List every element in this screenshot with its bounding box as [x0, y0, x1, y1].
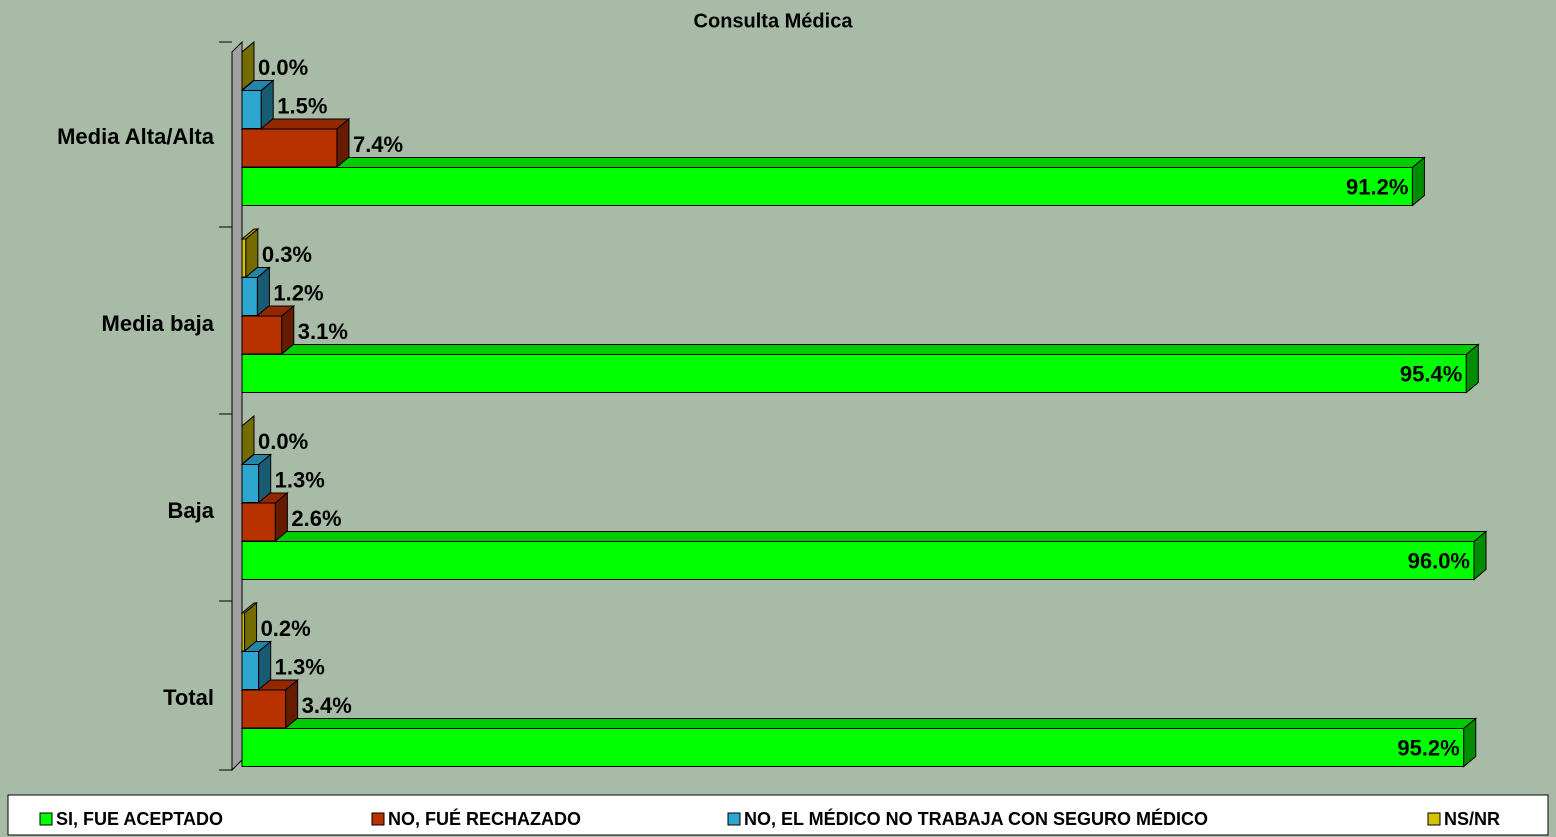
bar: [240, 678, 300, 730]
bar: [240, 717, 1478, 768]
bar-front: [241, 90, 262, 129]
bar: [240, 640, 273, 691]
bar-side: [258, 640, 272, 691]
data-label: 1.2%: [273, 280, 323, 305]
legend-label: NO, FUÉ RECHAZADO: [388, 808, 581, 829]
bar-front: [241, 502, 276, 542]
bar-top: [240, 157, 1426, 168]
legend-swatch: [727, 812, 741, 826]
bar-side: [256, 266, 270, 317]
legend-label: NO, EL MÉDICO NO TRABAJA CON SEGURO MÉDI…: [744, 808, 1208, 829]
bar-front: [241, 167, 1413, 206]
legend-box: [7, 794, 1549, 836]
bar-side: [245, 227, 259, 279]
bar: [240, 227, 260, 279]
bar-front: [241, 315, 283, 355]
data-label: 7.4%: [353, 132, 403, 157]
bar: [240, 304, 296, 356]
bar-side: [1473, 530, 1487, 581]
data-label: 95.4%: [1400, 361, 1462, 386]
legend-swatch: [371, 812, 385, 826]
data-label: 1.3%: [275, 467, 325, 492]
category-label: Media baja: [102, 311, 215, 336]
bar-top: [240, 531, 1488, 542]
data-label: 2.6%: [291, 506, 341, 531]
bar: [240, 530, 1488, 581]
bar-side: [274, 491, 288, 543]
bar-front: [241, 128, 338, 168]
category-label: Baja: [168, 498, 215, 523]
bar-front: [241, 354, 1467, 393]
data-label: 3.4%: [302, 693, 352, 718]
bar-side: [281, 304, 295, 356]
bar: [240, 343, 1480, 394]
bar-front: [241, 277, 258, 316]
bar: [241, 414, 255, 466]
bar-side: [244, 601, 258, 653]
bar-front: [241, 728, 1465, 767]
category-label: Total: [163, 685, 214, 710]
bar: [240, 156, 1426, 207]
bar-side: [336, 117, 350, 169]
bar-side: [1463, 717, 1477, 768]
legend-label: NS/NR: [1444, 809, 1500, 829]
bar: [240, 79, 275, 130]
bar: [240, 601, 258, 653]
data-label: 95.2%: [1397, 735, 1459, 760]
category-label: Media Alta/Alta: [57, 124, 215, 149]
legend-label: SI, FUE ACEPTADO: [56, 809, 223, 829]
bar-front: [241, 689, 287, 729]
bar-front: [241, 541, 1475, 580]
data-label: 0.3%: [262, 242, 312, 267]
data-label: 96.0%: [1408, 548, 1470, 573]
bar: [240, 266, 271, 317]
bar-top: [240, 344, 1480, 355]
bar-side: [1411, 156, 1425, 207]
axis-wall: [231, 40, 243, 772]
legend-swatch: [1427, 812, 1441, 826]
data-label: 91.2%: [1346, 174, 1408, 199]
legend-swatch: [39, 812, 53, 826]
bar-front: [241, 238, 247, 278]
bar-top: [240, 718, 1478, 729]
bar: [240, 117, 351, 169]
bar-side: [241, 40, 255, 92]
bar-side: [285, 678, 299, 730]
bar-side: [241, 414, 255, 466]
chart-title: Consulta Médica: [694, 10, 854, 32]
bar-side: [260, 79, 274, 130]
data-label: 0.2%: [261, 616, 311, 641]
data-label: 0.0%: [258, 429, 308, 454]
data-label: 3.1%: [298, 319, 348, 344]
bar-side: [258, 453, 272, 504]
bar: [241, 40, 255, 92]
bar-front: [241, 464, 260, 503]
bar-front: [241, 651, 260, 690]
data-label: 1.3%: [275, 654, 325, 679]
data-label: 1.5%: [277, 93, 327, 118]
data-label: 0.0%: [258, 55, 308, 80]
bar: [240, 453, 273, 504]
bar-side: [1465, 343, 1479, 394]
